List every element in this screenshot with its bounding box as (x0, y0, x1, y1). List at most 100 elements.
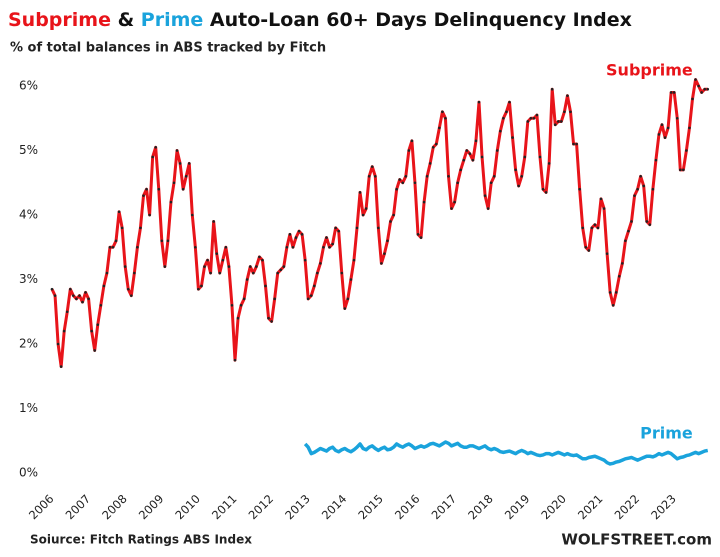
x-tick-label: 2016 (392, 492, 423, 523)
data-point (544, 191, 548, 194)
data-point (450, 207, 453, 210)
y-tick-label: 6% (19, 79, 38, 93)
data-point (316, 271, 319, 275)
data-point (682, 168, 685, 172)
data-point (331, 242, 334, 246)
data-point (413, 181, 417, 185)
data-point (672, 91, 676, 94)
data-point (346, 297, 350, 301)
data-point (337, 229, 341, 233)
data-point (462, 158, 466, 162)
data-point (349, 278, 353, 281)
data-point (611, 304, 615, 307)
series-label: Prime (640, 424, 693, 443)
chart-subtitle: % of total balances in ABS tracked by Fi… (10, 41, 326, 56)
data-point (166, 239, 170, 243)
data-point (569, 110, 572, 114)
data-point (258, 255, 261, 259)
data-point (221, 258, 225, 262)
data-point (78, 294, 81, 297)
data-point (541, 187, 545, 191)
y-tick-label: 5% (19, 143, 38, 157)
data-point (453, 200, 456, 204)
data-point (505, 110, 508, 114)
data-point (69, 287, 72, 291)
brand: WOLFSTREET.com (561, 531, 712, 549)
data-point (169, 200, 173, 204)
data-point (291, 245, 295, 249)
data-point (547, 162, 551, 165)
data-point (148, 213, 151, 217)
data-point (666, 126, 670, 130)
data-point (212, 220, 215, 223)
data-point (53, 294, 57, 297)
data-point (648, 223, 652, 226)
data-point (328, 245, 331, 249)
data-point (688, 126, 691, 130)
data-point (486, 207, 490, 210)
data-point (383, 252, 386, 255)
data-point (642, 184, 645, 188)
data-point (389, 220, 392, 223)
data-point (703, 87, 706, 91)
data-point (288, 233, 292, 236)
data-point (270, 320, 273, 323)
data-point (65, 310, 69, 314)
source: Soiurce: Fitch Ratings ABS Index (30, 533, 252, 547)
data-point (422, 200, 426, 204)
data-point (468, 152, 472, 156)
data-point (309, 294, 313, 297)
data-point (431, 145, 435, 149)
data-point (474, 139, 478, 143)
data-point (416, 233, 420, 236)
data-point (587, 249, 591, 252)
data-point (145, 187, 148, 191)
x-tick-label: 2010 (172, 492, 203, 523)
x-tick-label: 2012 (246, 492, 277, 523)
data-point (264, 284, 267, 288)
data-point (242, 297, 246, 301)
data-point (285, 245, 289, 249)
data-point (645, 220, 649, 223)
data-point (313, 284, 316, 288)
data-point (636, 187, 639, 191)
data-point (355, 226, 359, 230)
data-point (126, 287, 130, 291)
data-point (62, 329, 66, 333)
data-point (535, 113, 539, 117)
x-tick-label: 2008 (99, 492, 130, 523)
data-point (694, 78, 697, 81)
data-point (303, 258, 307, 262)
title-part: Subprime (8, 9, 111, 31)
series-line (50, 78, 708, 369)
data-point (575, 142, 578, 146)
data-point (553, 123, 557, 126)
x-tick-label: 2014 (319, 492, 350, 523)
data-point (511, 136, 514, 139)
data-point (224, 245, 228, 249)
data-point (175, 149, 179, 152)
data-point (230, 304, 234, 307)
data-point (172, 181, 176, 185)
data-point (608, 291, 612, 294)
data-point (572, 142, 575, 146)
data-point (483, 194, 487, 197)
data-point (334, 226, 337, 230)
data-point (407, 149, 411, 152)
data-point (639, 175, 642, 178)
data-point (679, 168, 682, 172)
x-tick-label: 2017 (429, 492, 460, 523)
data-point (163, 265, 167, 268)
data-point (75, 297, 78, 301)
data-point (255, 265, 258, 268)
data-point (154, 145, 157, 149)
data-point (395, 187, 398, 191)
x-tick-label: 2020 (538, 492, 569, 523)
data-point (438, 126, 441, 130)
data-point (508, 100, 511, 104)
data-point (517, 184, 520, 188)
data-point (56, 342, 60, 346)
data-point (136, 245, 139, 249)
title-part: & (111, 9, 141, 31)
data-point (560, 120, 563, 123)
